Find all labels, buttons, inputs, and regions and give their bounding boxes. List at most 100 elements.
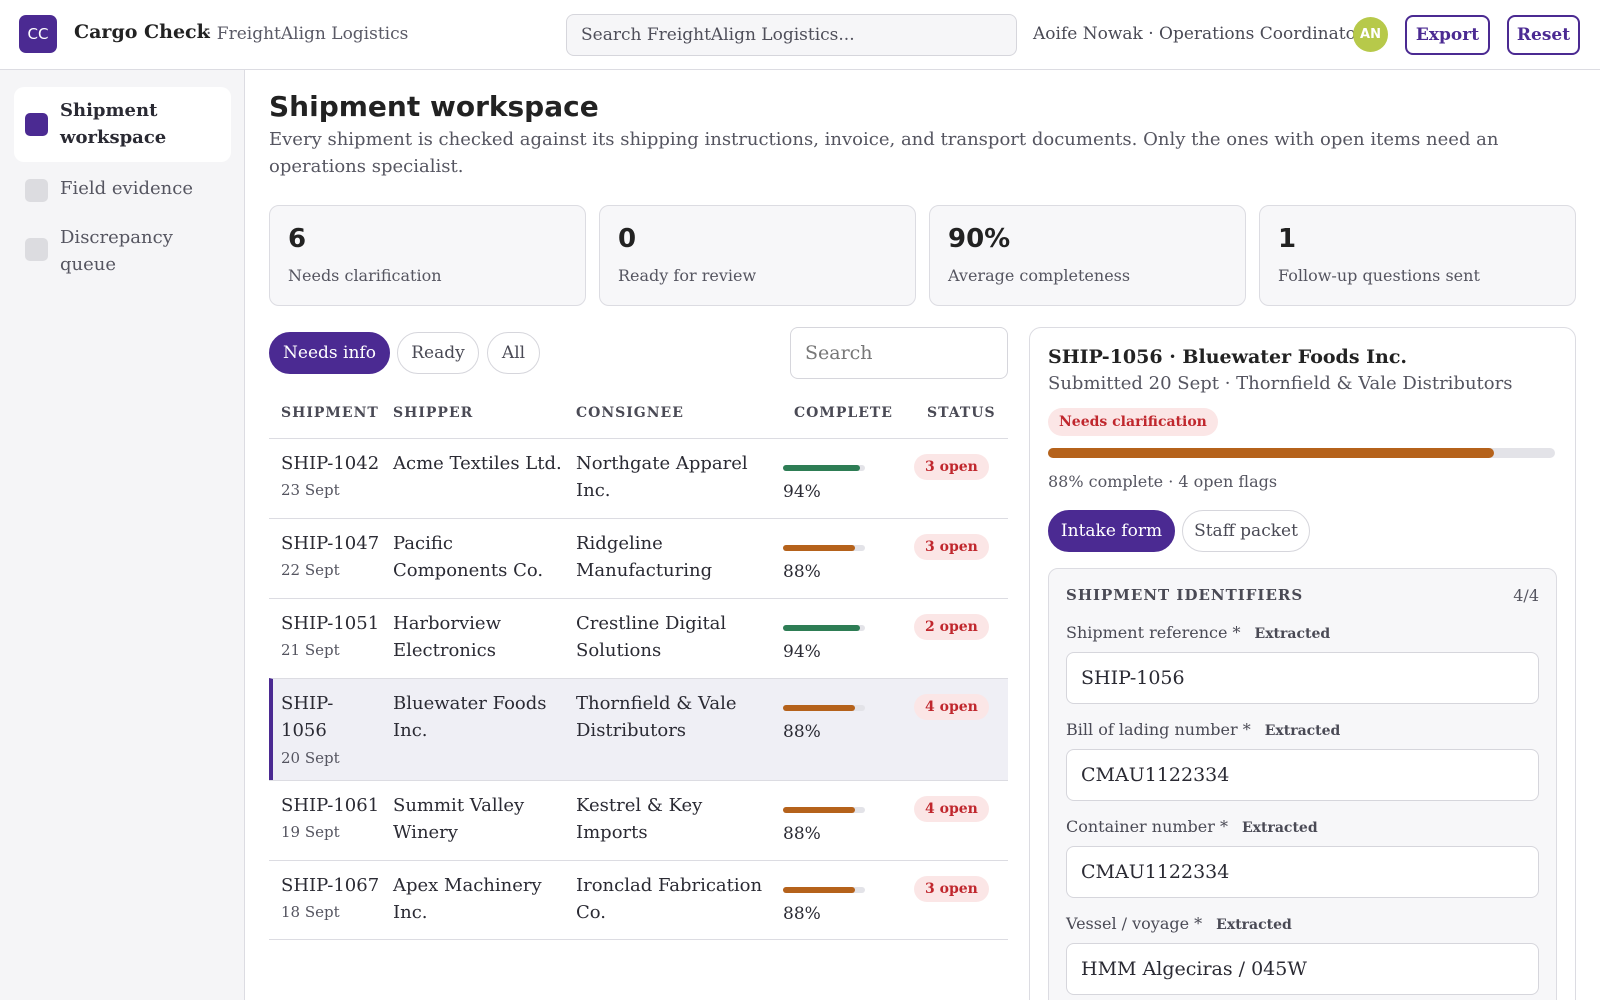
field-label: Container number * Extracted (1066, 817, 1318, 836)
stat-value: 1 (1278, 224, 1297, 254)
tab-staff-packet[interactable]: Staff packet (1182, 510, 1310, 552)
sidebar-item-shipment-workspace[interactable]: Shipment workspace (14, 87, 231, 162)
shipment-id: SHIP-1056 (281, 693, 334, 741)
field-label: Shipment reference * Extracted (1066, 623, 1331, 642)
reset-button[interactable]: Reset (1507, 15, 1580, 55)
completeness-bar (783, 545, 865, 551)
shipment-id: SHIP-1061 (281, 795, 380, 816)
completeness-bar (783, 705, 865, 711)
completeness-bar (783, 887, 865, 893)
consignee-name: Thornfield & Vale Distributors (576, 693, 737, 741)
stat-card-average-completeness: 90% Average completeness (929, 205, 1246, 306)
status-badge: 3 open (914, 454, 989, 480)
shipper-name: Acme Textiles Ltd. (393, 453, 562, 474)
completeness-percent: 88% (783, 722, 821, 742)
shipment-detail-panel: SHIP-1056 · Bluewater Foods Inc. Submitt… (1029, 327, 1576, 1000)
stat-label: Follow-up questions sent (1278, 266, 1480, 285)
col-header-complete[interactable]: COMPLETE (794, 405, 893, 421)
sidebar-item-discrepancy-queue[interactable]: Discrepancy queue (14, 220, 231, 280)
shipment-reference-field[interactable] (1066, 652, 1539, 704)
completeness-percent: 88% (783, 824, 821, 844)
stat-card-follow-up-questions: 1 Follow-up questions sent (1259, 205, 1576, 306)
extracted-tag: Extracted (1242, 820, 1318, 836)
consignee-name: Ironclad Fabrication Co. (576, 875, 763, 923)
stat-card-needs-clarification: 6 Needs clarification (269, 205, 586, 306)
shipment-date: 20 Sept (281, 749, 340, 767)
page-title: Shipment workspace (269, 90, 599, 123)
sidebar-item-label: Shipment workspace (60, 100, 167, 148)
shipment-date: 22 Sept (281, 561, 340, 579)
detail-title: SHIP-1056 · Bluewater Foods Inc. (1048, 346, 1408, 368)
col-header-consignee[interactable]: CONSIGNEE (576, 405, 684, 421)
col-header-shipment[interactable]: SHIPMENT (281, 405, 379, 421)
table-row[interactable]: SHIP-1061 19 Sept Summit Valley Winery K… (269, 780, 1008, 860)
completeness-percent: 88% (783, 904, 821, 924)
status-badge: 2 open (914, 614, 989, 640)
field-label: Vessel / voyage * Extracted (1066, 914, 1292, 933)
main-content: Shipment workspace Every shipment is che… (245, 70, 1600, 1000)
shipment-identifiers-section: SHIPMENT IDENTIFIERS 4/4 Shipment refere… (1048, 568, 1557, 1000)
col-header-status[interactable]: STATUS (927, 405, 996, 421)
table-search-input[interactable] (790, 327, 1008, 379)
completeness-bar (783, 625, 865, 631)
shipper-name: Bluewater Foods Inc. (393, 693, 547, 741)
shipper-name: Harborview Electronics (393, 613, 501, 661)
bill-of-lading-field[interactable] (1066, 749, 1539, 801)
completeness-percent: 94% (783, 642, 821, 662)
consignee-name: Ridgeline Manufacturing (576, 533, 713, 581)
shipment-date: 18 Sept (281, 903, 340, 921)
status-badge: 3 open (914, 876, 989, 902)
page-intro: Every shipment is checked against its sh… (269, 129, 1499, 177)
avatar[interactable]: AN (1353, 17, 1388, 52)
extracted-tag: Extracted (1254, 626, 1331, 642)
sidebar: Shipment workspace Field evidence Discre… (0, 70, 245, 1000)
shipment-id: SHIP-1047 (281, 533, 380, 554)
nav-square-icon (25, 238, 48, 261)
detail-progress-bar (1048, 448, 1555, 458)
filter-needs-info[interactable]: Needs info (269, 332, 390, 374)
stat-label: Ready for review (618, 266, 757, 285)
consignee-name: Northgate Apparel Inc. (576, 453, 748, 501)
col-header-shipper[interactable]: SHIPPER (393, 405, 474, 421)
table-row[interactable]: SHIP-1047 22 Sept Pacific Components Co.… (269, 518, 1008, 598)
stat-value: 6 (288, 224, 307, 254)
sidebar-item-label: Field evidence (60, 178, 193, 199)
completeness-bar (783, 465, 865, 471)
detail-subtitle: Submitted 20 Sept · Thornfield & Vale Di… (1048, 373, 1513, 394)
section-title: SHIPMENT IDENTIFIERS (1066, 586, 1304, 604)
org-name: · FreightAlign Logistics (206, 24, 409, 44)
global-search-input[interactable] (566, 14, 1017, 56)
stat-card-ready-for-review: 0 Ready for review (599, 205, 916, 306)
table-row[interactable]: SHIP-1051 21 Sept Harborview Electronics… (269, 598, 1008, 678)
completeness-bar (783, 807, 865, 813)
shipper-name: Apex Machinery Inc. (393, 875, 542, 923)
table-row[interactable]: SHIP-1067 18 Sept Apex Machinery Inc. Ir… (269, 860, 1008, 940)
field-label: Bill of lading number * Extracted (1066, 720, 1341, 739)
shipment-date: 21 Sept (281, 641, 340, 659)
filter-all[interactable]: All (487, 332, 540, 374)
table-row[interactable]: SHIP-1042 23 Sept Acme Textiles Ltd. Nor… (269, 438, 1008, 518)
sidebar-item-field-evidence[interactable]: Field evidence (14, 169, 231, 211)
extracted-tag: Extracted (1264, 723, 1341, 739)
stat-value: 0 (618, 224, 637, 254)
consignee-name: Kestrel & Key Imports (576, 795, 703, 843)
status-badge: 3 open (914, 534, 989, 560)
filter-ready[interactable]: Ready (397, 332, 479, 374)
section-count: 4/4 (1513, 586, 1539, 605)
tab-intake-form[interactable]: Intake form (1048, 510, 1175, 552)
table-header: SHIPMENT SHIPPER CONSIGNEE COMPLETE STAT… (269, 393, 1008, 438)
shipment-date: 23 Sept (281, 481, 340, 499)
shipper-name: Summit Valley Winery (393, 795, 525, 843)
vessel-voyage-field[interactable] (1066, 943, 1539, 995)
shipment-id: SHIP-1051 (281, 613, 380, 634)
nav-square-icon (25, 179, 48, 202)
top-bar: CC Cargo Check · FreightAlign Logistics … (0, 0, 1600, 70)
table-row-selected[interactable]: SHIP-1056 20 Sept Bluewater Foods Inc. T… (269, 678, 1008, 780)
completeness-percent: 94% (783, 482, 821, 502)
export-button[interactable]: Export (1405, 15, 1490, 55)
status-badge: 4 open (914, 694, 989, 720)
app-logo[interactable]: CC (19, 15, 57, 53)
container-number-field[interactable] (1066, 846, 1539, 898)
consignee-name: Crestline Digital Solutions (576, 613, 727, 661)
stat-label: Average completeness (948, 266, 1131, 285)
